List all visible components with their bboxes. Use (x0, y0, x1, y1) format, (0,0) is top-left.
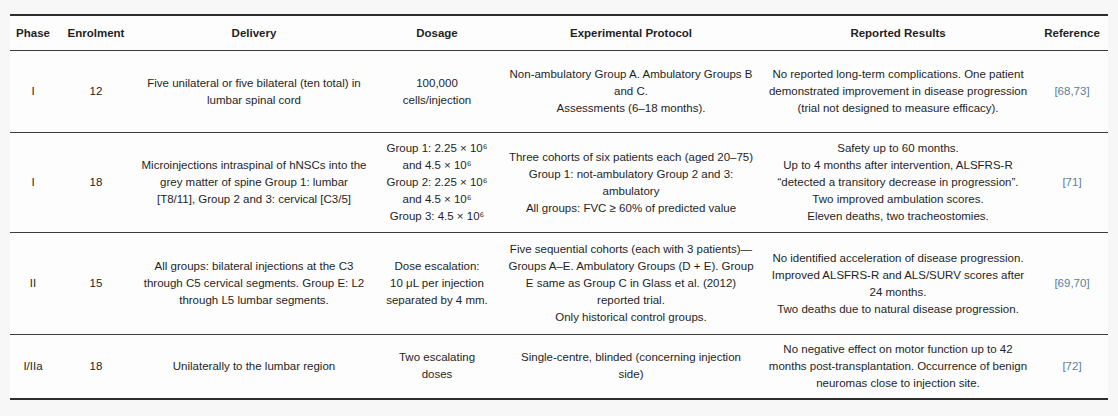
delivery-cell: Five unilateral or five bilateral (ten t… (136, 51, 372, 133)
column-header-enrolment: Enrolment (56, 15, 136, 51)
reference-link[interactable]: [69,70] (1054, 277, 1089, 289)
column-header-phase: Phase (10, 15, 56, 51)
reference-link[interactable]: [72] (1062, 360, 1081, 372)
enrolment-cell: 18 (56, 133, 136, 233)
reference-link[interactable]: [68,73] (1054, 85, 1089, 97)
phase-cell: I (10, 133, 56, 233)
clinical-trials-table: Phase Enrolment Delivery Dosage Experime… (10, 14, 1108, 400)
reference-cell: [72] (1036, 335, 1108, 399)
dosage-cell: Two escalating doses (372, 335, 502, 399)
table-row: I/IIa 18 Unilaterally to the lumbar regi… (10, 335, 1108, 399)
experimental-protocol-cell: Single-centre, blinded (concerning injec… (502, 335, 760, 399)
table-row: II 15 All groups: bilateral injections a… (10, 233, 1108, 335)
delivery-cell: All groups: bilateral injections at the … (136, 233, 372, 335)
reported-results-cell: No reported long-term complications. One… (760, 51, 1036, 133)
table-row: I 18 Microinjections intraspinal of hNSC… (10, 133, 1108, 233)
delivery-cell: Unilaterally to the lumbar region (136, 335, 372, 399)
enrolment-cell: 18 (56, 335, 136, 399)
dosage-cell: Dose escalation: 10 μL per injection sep… (372, 233, 502, 335)
column-header-reference: Reference (1036, 15, 1108, 51)
column-header-reported-results: Reported Results (760, 15, 1036, 51)
dosage-cell: Group 1: 2.25 × 10⁶ and 4.5 × 10⁶ Group … (372, 133, 502, 233)
experimental-protocol-cell: Five sequential cohorts (each with 3 pat… (502, 233, 760, 335)
enrolment-cell: 12 (56, 51, 136, 133)
experimental-protocol-cell: Three cohorts of six patients each (aged… (502, 133, 760, 233)
table-row: I 12 Five unilateral or five bilateral (… (10, 51, 1108, 133)
dosage-cell: 100,000 cells/injection (372, 51, 502, 133)
reference-cell: [68,73] (1036, 51, 1108, 133)
phase-cell: I/IIa (10, 335, 56, 399)
phase-cell: II (10, 233, 56, 335)
phase-cell: I (10, 51, 56, 133)
table-header-row: Phase Enrolment Delivery Dosage Experime… (10, 15, 1108, 51)
column-header-delivery: Delivery (136, 15, 372, 51)
reference-link[interactable]: [71] (1062, 176, 1081, 188)
column-header-dosage: Dosage (372, 15, 502, 51)
clinical-trials-table-container: Phase Enrolment Delivery Dosage Experime… (10, 14, 1108, 400)
reported-results-cell: No identified acceleration of disease pr… (760, 233, 1036, 335)
reported-results-cell: Safety up to 60 months. Up to 4 months a… (760, 133, 1036, 233)
reported-results-cell: No negative effect on motor function up … (760, 335, 1036, 399)
column-header-experimental-protocol: Experimental Protocol (502, 15, 760, 51)
enrolment-cell: 15 (56, 233, 136, 335)
experimental-protocol-cell: Non-ambulatory Group A. Ambulatory Group… (502, 51, 760, 133)
reference-cell: [71] (1036, 133, 1108, 233)
reference-cell: [69,70] (1036, 233, 1108, 335)
delivery-cell: Microinjections intraspinal of hNSCs int… (136, 133, 372, 233)
